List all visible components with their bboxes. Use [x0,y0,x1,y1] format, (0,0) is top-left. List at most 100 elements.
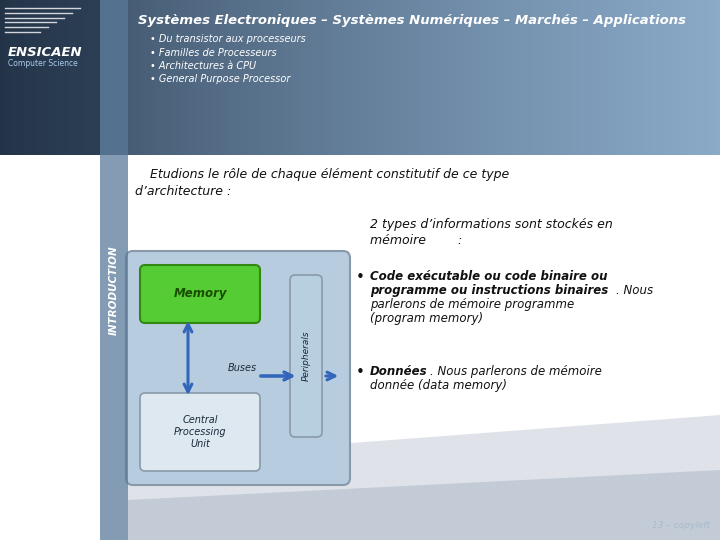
Bar [551,0,555,155]
Bar [558,0,562,155]
Bar [133,0,138,155]
Bar [97,0,102,155]
Bar [526,0,530,155]
Bar [702,0,706,155]
Bar [313,0,318,155]
Bar [43,0,48,155]
Bar [659,0,663,155]
Bar [583,0,588,155]
Bar [263,0,267,155]
Bar [180,0,184,155]
Bar [306,0,310,155]
Bar [695,0,699,155]
Bar [619,0,624,155]
Polygon shape [128,415,720,540]
Bar [277,0,282,155]
Bar [0,0,4,155]
Bar [320,0,325,155]
Text: parlerons de mémoire programme: parlerons de mémoire programme [370,298,575,311]
Bar [338,0,343,155]
Bar [299,0,303,155]
Bar [40,0,44,155]
Bar [490,0,494,155]
Bar [119,0,123,155]
Bar [648,0,652,155]
Bar [457,0,462,155]
Text: 13 – copyleft: 13 – copyleft [652,521,710,530]
Bar [684,0,688,155]
FancyBboxPatch shape [140,393,260,471]
Bar [166,0,170,155]
Bar [212,0,217,155]
Bar [425,0,429,155]
Bar [493,0,498,155]
Bar [230,0,235,155]
Text: • Architectures à CPU: • Architectures à CPU [150,61,256,71]
Bar [90,0,94,155]
Bar [7,0,12,155]
Bar [594,0,598,155]
FancyBboxPatch shape [140,265,260,323]
Text: programme ou instructions binaires: programme ou instructions binaires [370,284,608,297]
Bar [248,0,253,155]
Bar [652,0,656,155]
Bar [432,0,436,155]
Bar [590,0,595,155]
Text: Code exécutable ou code binaire ou: Code exécutable ou code binaire ou [370,270,608,283]
Text: . Nous: . Nous [616,284,653,297]
Bar [324,0,328,155]
Bar [418,0,422,155]
Bar [464,0,469,155]
Bar [443,0,447,155]
Bar [122,0,127,155]
Bar [364,0,368,155]
Bar [644,0,649,155]
Bar [144,0,148,155]
Bar [335,0,339,155]
Bar [454,0,458,155]
Bar [137,0,141,155]
Bar [76,0,80,155]
Bar [148,0,152,155]
Bar [569,0,573,155]
Bar [540,0,544,155]
Bar [626,0,631,155]
Bar [706,0,710,155]
Bar [128,155,720,540]
Bar [562,0,566,155]
Bar [392,0,397,155]
Bar [529,0,534,155]
Bar [677,0,681,155]
Bar [68,0,73,155]
Bar [274,0,278,155]
Bar [112,0,116,155]
Bar [79,0,84,155]
Bar [0,0,100,155]
Bar [18,0,22,155]
Bar [194,0,199,155]
Bar [58,0,62,155]
Bar [400,0,404,155]
Bar [511,0,516,155]
Bar [54,0,58,155]
Bar [342,0,346,155]
Bar [266,0,271,155]
Bar [637,0,642,155]
Bar [353,0,357,155]
Text: 2 types d’informations sont stockés en: 2 types d’informations sont stockés en [370,218,613,231]
Bar [436,0,440,155]
Bar [414,0,418,155]
Bar [713,0,717,155]
Bar [284,0,289,155]
Text: d’architecture :: d’architecture : [135,185,231,198]
Bar [605,0,609,155]
Bar [533,0,537,155]
Bar [716,0,720,155]
Bar [184,0,188,155]
Bar [241,0,246,155]
Bar [50,0,55,155]
Bar [536,0,541,155]
Polygon shape [128,470,720,540]
Text: INTRODUCTION: INTRODUCTION [109,245,119,335]
Bar [508,0,512,155]
